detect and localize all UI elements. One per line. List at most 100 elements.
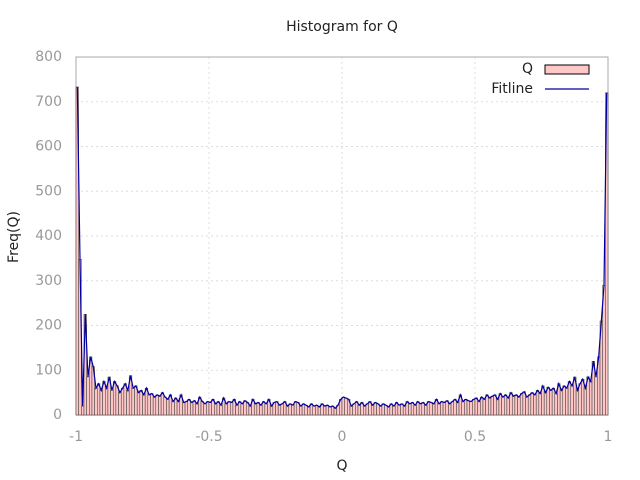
- bar: [304, 404, 308, 416]
- bar: [429, 402, 433, 416]
- bar: [184, 401, 188, 416]
- bar: [269, 405, 274, 416]
- bar: [264, 403, 268, 416]
- bar: [152, 396, 157, 416]
- bar: [176, 401, 180, 416]
- bar: [402, 405, 407, 416]
- bar: [190, 402, 194, 416]
- bar: [432, 403, 436, 416]
- bar: [195, 403, 199, 416]
- bar: [256, 402, 260, 416]
- bar: [583, 387, 587, 416]
- bar: [551, 387, 556, 416]
- bar: [472, 399, 476, 416]
- bar: [562, 385, 566, 416]
- bar: [376, 403, 380, 416]
- bar: [174, 397, 178, 416]
- bar: [378, 405, 383, 416]
- bar: [120, 387, 125, 416]
- bar: [230, 402, 234, 416]
- bar: [365, 403, 369, 416]
- chart-title: Histogram for Q: [286, 19, 398, 35]
- bar: [94, 387, 98, 416]
- bar: [142, 394, 146, 416]
- y-axis-label: Freq(Q): [6, 211, 22, 263]
- x-tick-label: 0.5: [464, 429, 486, 445]
- bar: [559, 390, 564, 416]
- bar: [413, 404, 417, 416]
- bar: [349, 405, 353, 416]
- bar: [530, 392, 534, 416]
- bar: [315, 404, 319, 416]
- bar: [504, 394, 508, 416]
- bar: [134, 385, 138, 416]
- bar: [110, 390, 114, 416]
- bar: [373, 402, 377, 416]
- bar: [323, 405, 327, 416]
- bar: [352, 403, 356, 416]
- bar: [81, 405, 85, 416]
- bar: [259, 404, 263, 416]
- bar: [519, 393, 524, 416]
- bar: [410, 402, 415, 416]
- bar: [291, 404, 295, 416]
- y-tick-label: 800: [35, 49, 62, 65]
- x-tick-label: 1: [604, 429, 613, 445]
- bar: [400, 403, 404, 416]
- bar: [464, 399, 468, 416]
- bar: [533, 394, 537, 416]
- bar: [160, 392, 165, 416]
- bar: [312, 405, 316, 416]
- bar: [253, 403, 258, 416]
- bar: [578, 383, 582, 416]
- bar: [565, 387, 569, 416]
- bar: [392, 405, 396, 416]
- bar: [136, 392, 141, 416]
- bar: [581, 378, 585, 416]
- bar: [333, 408, 337, 416]
- x-tick-label: 0: [338, 429, 347, 445]
- bar: [363, 405, 367, 416]
- fit-line: [76, 86, 608, 410]
- bar: [575, 390, 579, 416]
- bar: [589, 381, 593, 416]
- bar: [424, 404, 428, 416]
- bar: [554, 393, 558, 416]
- bar: [397, 404, 401, 416]
- bar: [166, 399, 170, 416]
- bar: [543, 392, 548, 416]
- bar: [285, 405, 290, 416]
- bar: [206, 401, 210, 416]
- bar: [208, 402, 212, 416]
- bar: [131, 387, 135, 416]
- bar: [97, 383, 101, 416]
- bar: [227, 401, 231, 416]
- bar: [594, 376, 598, 416]
- bar: [509, 392, 513, 416]
- y-tick-label: 700: [35, 94, 62, 110]
- bar: [243, 400, 247, 416]
- bar: [325, 404, 329, 416]
- bar: [219, 404, 223, 416]
- bar: [182, 402, 186, 416]
- bar: [437, 403, 441, 416]
- bar: [301, 403, 306, 416]
- bar: [144, 387, 149, 416]
- bar: [240, 403, 244, 416]
- bar: [408, 403, 412, 416]
- bar: [224, 403, 228, 416]
- bar: [200, 401, 204, 416]
- bar: [456, 402, 460, 416]
- bar: [514, 394, 518, 416]
- bar: [171, 401, 175, 416]
- bar: [317, 406, 321, 416]
- bar: [192, 400, 196, 416]
- x-tick-label: -0.5: [195, 429, 222, 445]
- bar: [123, 383, 127, 416]
- y-tick-label: 200: [35, 318, 62, 334]
- bar: [288, 403, 292, 416]
- bar: [115, 385, 119, 416]
- bar: [490, 395, 494, 416]
- bar: [126, 390, 130, 416]
